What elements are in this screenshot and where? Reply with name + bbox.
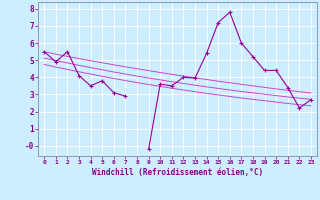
X-axis label: Windchill (Refroidissement éolien,°C): Windchill (Refroidissement éolien,°C) xyxy=(92,168,263,177)
